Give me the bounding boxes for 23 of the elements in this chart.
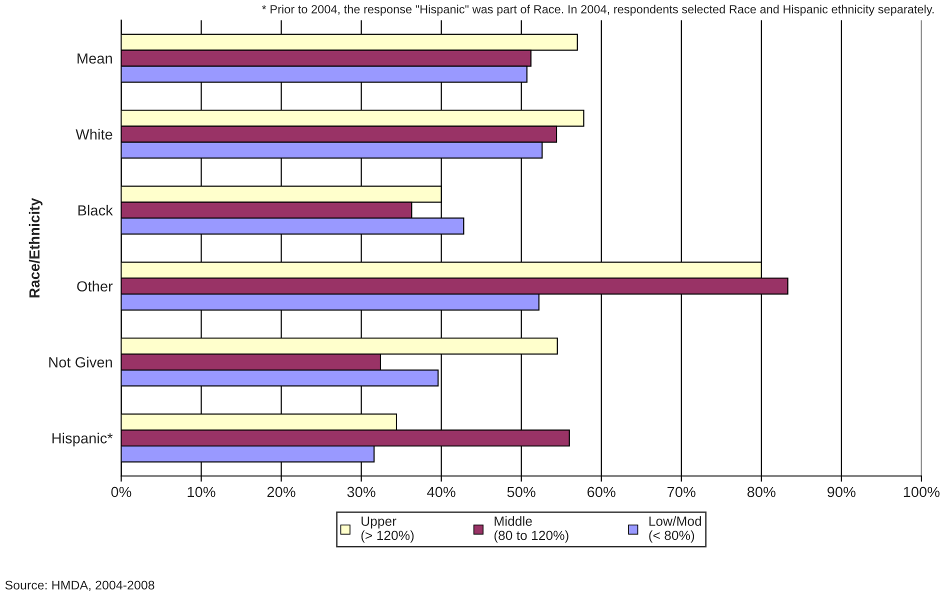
- x-tick-label: 90%: [828, 486, 856, 498]
- x-tick-label: 70%: [668, 486, 696, 498]
- legend-label: Low/Mod (< 80%): [649, 516, 702, 543]
- y-tick-label: Mean: [78, 53, 112, 64]
- x-tick-label: 80%: [747, 486, 776, 498]
- y-tick-label: Hispanic*: [52, 432, 113, 446]
- legend-label: Middle (80 to 120%): [494, 516, 568, 543]
- x-tick-label: 30%: [347, 486, 376, 498]
- text: * Prior to 2004, the response "Hispanic" was part of Race. In 2004, respondents selected Race and Hispanic ethnicity separately.: [262, 4, 934, 16]
- legend-label: Upper (> 120%): [361, 516, 414, 543]
- x-tick-label: 40%: [427, 486, 456, 498]
- y-tick-label: Other: [77, 280, 113, 292]
- x-tick-label: 0%: [111, 486, 132, 498]
- y-tick-label: Black: [78, 204, 113, 216]
- x-tick-label: 20%: [267, 486, 296, 498]
- x-tick-label: 50%: [507, 486, 536, 498]
- x-tick-label: 100%: [904, 486, 940, 498]
- x-tick-label: 60%: [587, 486, 616, 498]
- source-note: Source: HMDA, 2004-2008: [5, 580, 154, 592]
- y-tick-label: Not Given: [49, 356, 112, 368]
- y-tick-label: White: [76, 128, 112, 140]
- x-tick-label: 10%: [188, 486, 216, 498]
- y-axis-title: Race/Ethnicity: [28, 198, 42, 298]
